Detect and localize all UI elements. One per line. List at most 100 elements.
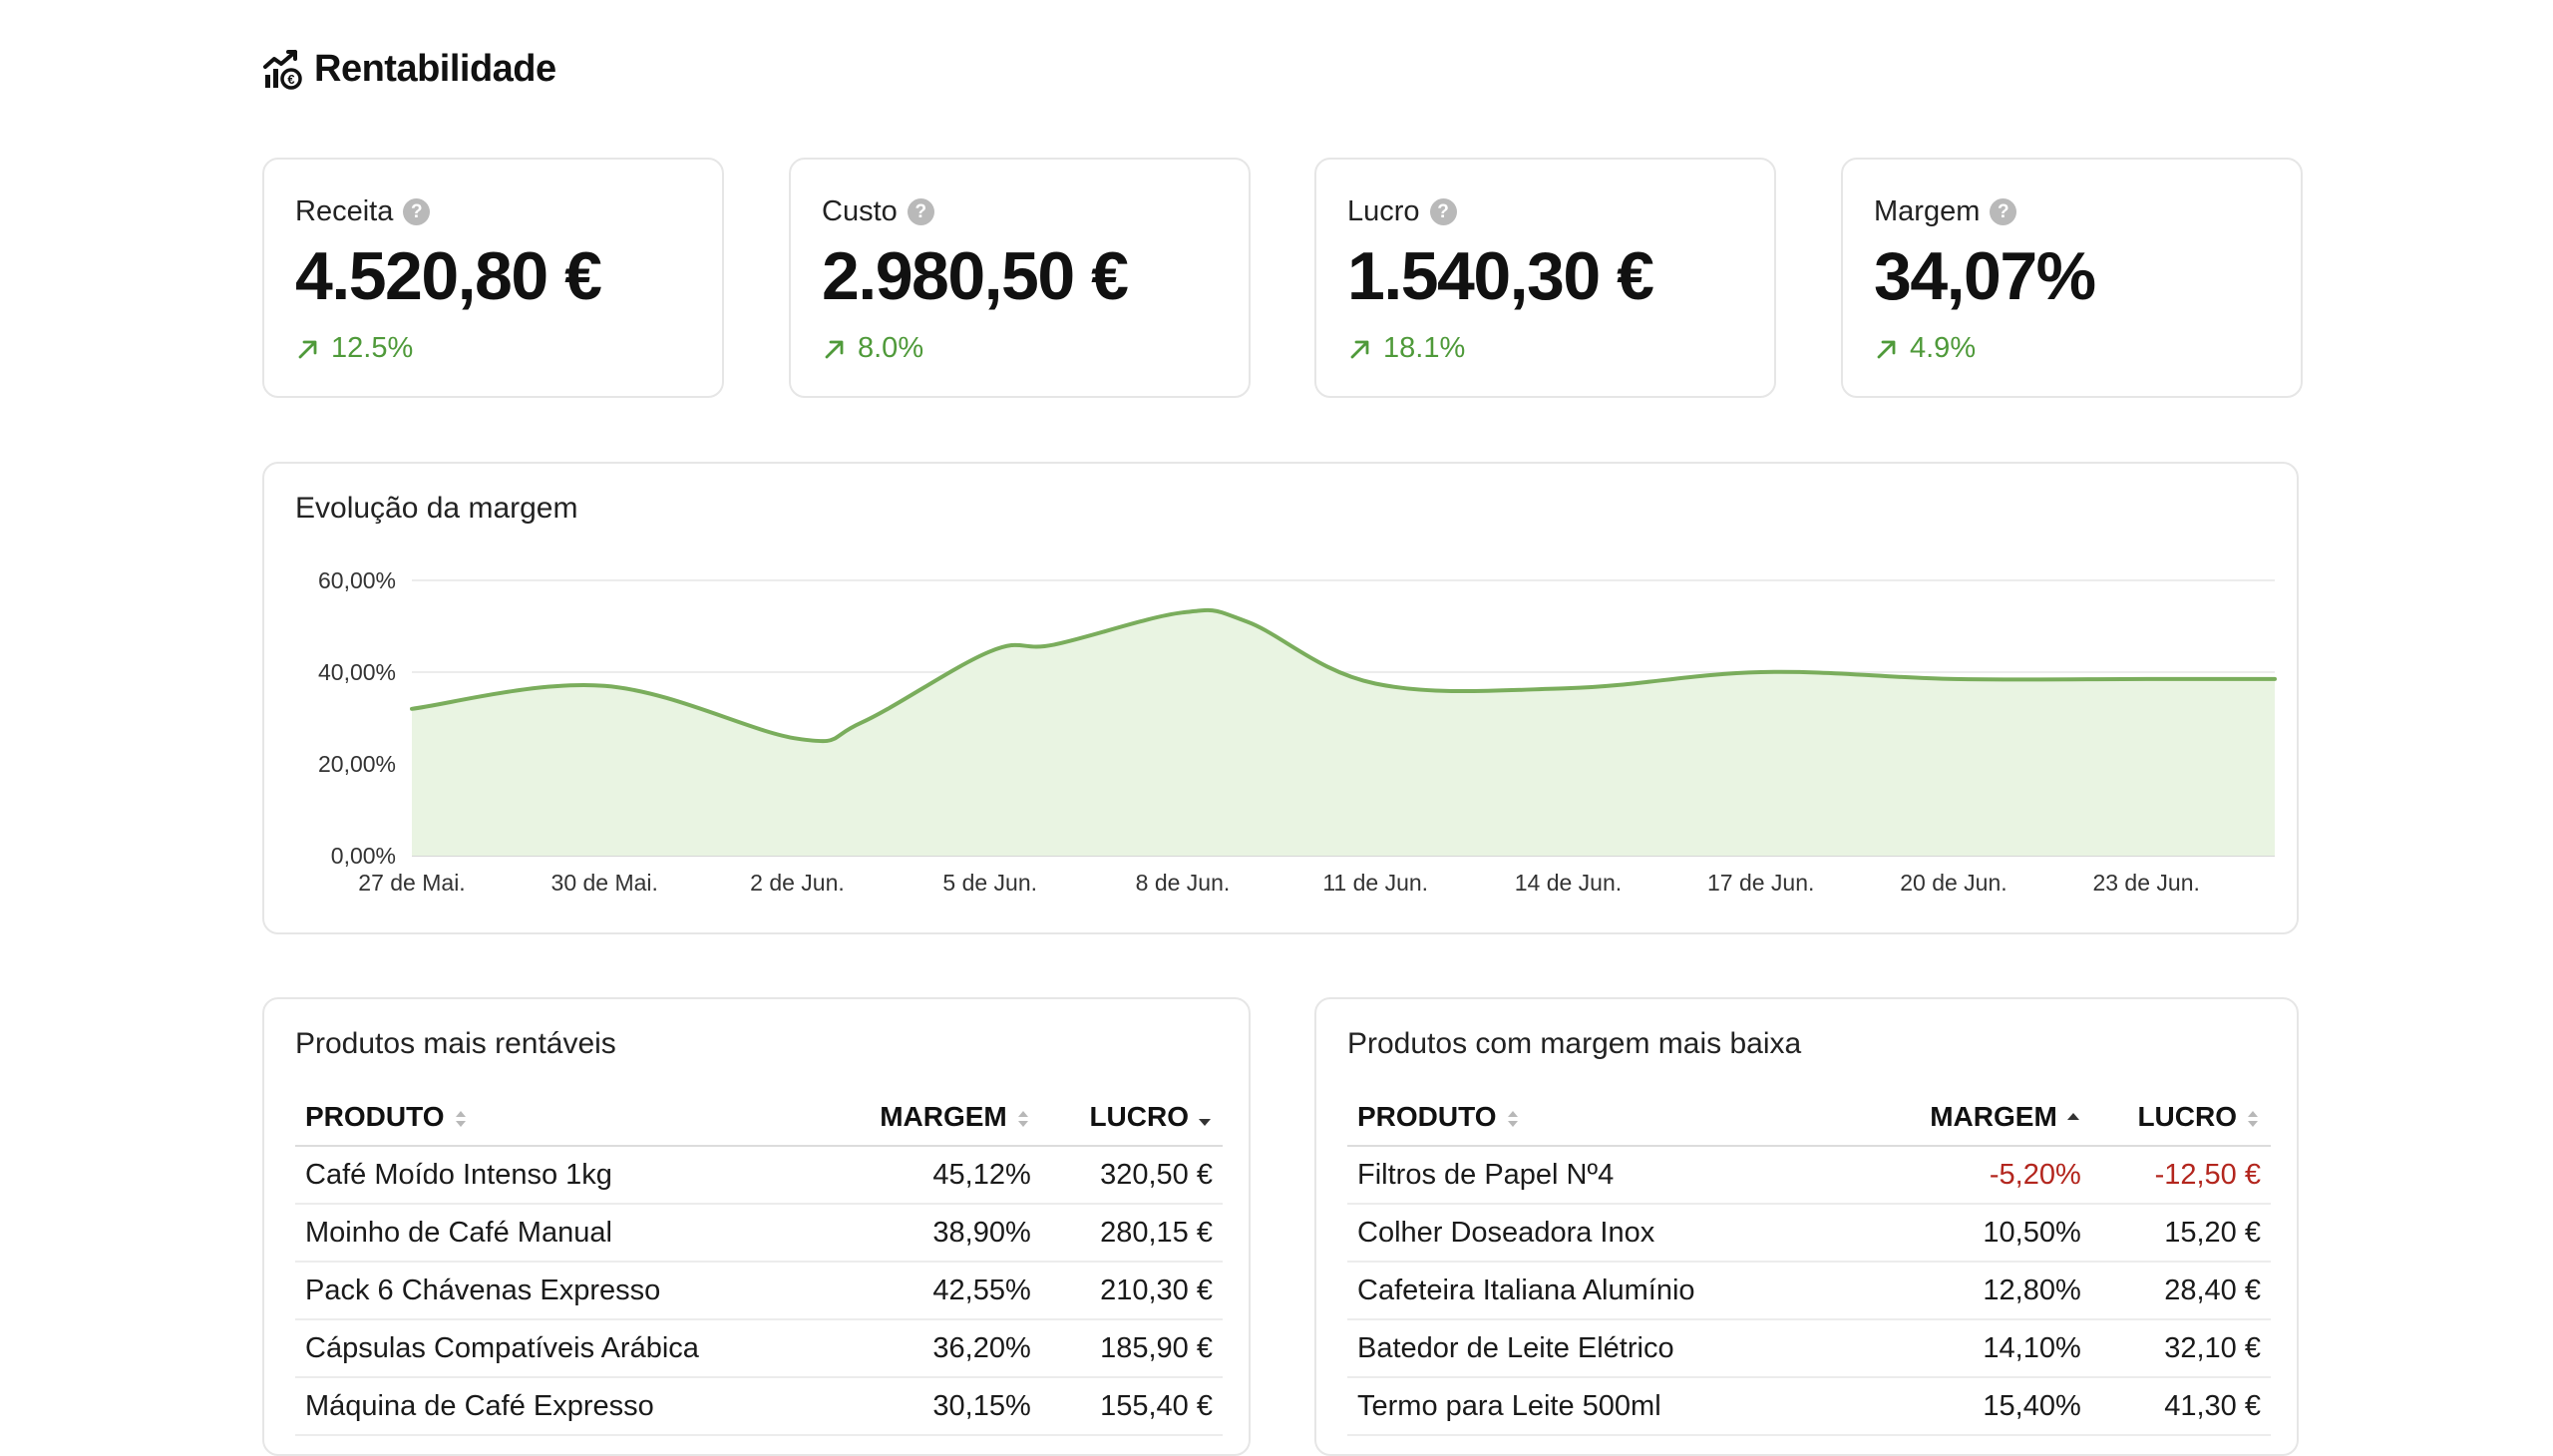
column-header-profit[interactable]: LUCRO — [2091, 1089, 2271, 1146]
cell-product: Pack 6 Chávenas Expresso — [295, 1262, 830, 1319]
kpi-value: 4.520,80 € — [295, 242, 691, 310]
kpi-delta: 8.0% — [822, 332, 1218, 365]
table-header-row: PRODUTO MARGEM LUCRO — [295, 1089, 1223, 1146]
margin-chart-card: Evolução da margem 60,00%40,00%20,00%0,0… — [262, 462, 2299, 934]
cell-margin: 12,80% — [1878, 1262, 2090, 1319]
cell-profit: 41,30 € — [2091, 1377, 2271, 1435]
cell-margin: -5,20% — [1878, 1146, 2090, 1204]
column-header-product[interactable]: PRODUTO — [1347, 1089, 1878, 1146]
column-header-profit[interactable]: LUCRO — [1041, 1089, 1223, 1146]
x-tick-label: 17 de Jun. — [1707, 870, 1814, 896]
chart-growth-icon: € — [262, 49, 304, 91]
cell-profit: 185,90 € — [1041, 1319, 1223, 1377]
column-header-label: LUCRO — [2137, 1101, 2237, 1132]
x-tick-label: 2 de Jun. — [750, 870, 845, 896]
column-header-label: MARGEM — [1930, 1101, 2057, 1132]
kpi-card-cost: Custo ? 2.980,50 € 8.0% — [789, 158, 1251, 398]
y-tick-label: 20,00% — [318, 751, 396, 777]
kpi-label: Custo — [822, 195, 898, 228]
kpi-delta-value: 12.5% — [331, 332, 413, 365]
cell-margin: 38,90% — [830, 1204, 1041, 1262]
low-margin-products-table: PRODUTO MARGEM LUCRO Filtros de Papel Nº… — [1347, 1089, 2271, 1436]
cell-product: Termo para Leite 500ml — [1347, 1377, 1878, 1435]
low-margin-products-card: Produtos com margem mais baixa PRODUTO M… — [1314, 997, 2299, 1456]
kpi-card-margin: Margem ? 34,07% 4.9% — [1841, 158, 2303, 398]
page-title: Rentabilidade — [314, 48, 556, 91]
x-tick-label: 27 de Mai. — [358, 870, 465, 896]
cell-product: Cafeteira Italiana Alumínio — [1347, 1262, 1878, 1319]
sort-neutral-icon — [1015, 1107, 1031, 1131]
margin-area-chart[interactable]: 60,00% 40,00% 20,00% 0,00%27 de Mai. 30 de M… — [264, 464, 2301, 936]
column-header-label: LUCRO — [1089, 1101, 1189, 1132]
cell-product: Colher Doseadora Inox — [1347, 1204, 1878, 1262]
column-header-label: PRODUTO — [305, 1101, 445, 1132]
y-tick-label: 0,00% — [331, 843, 396, 869]
svg-text:€: € — [287, 72, 294, 87]
kpi-value: 1.540,30 € — [1347, 242, 1743, 310]
sort-neutral-icon — [1505, 1107, 1521, 1131]
kpi-delta: 18.1% — [1347, 332, 1743, 365]
column-header-product[interactable]: PRODUTO — [295, 1089, 830, 1146]
y-tick-label: 40,00% — [318, 659, 396, 685]
kpi-value: 2.980,50 € — [822, 242, 1218, 310]
column-header-label: PRODUTO — [1357, 1101, 1497, 1132]
sort-asc-icon — [2065, 1107, 2081, 1131]
x-tick-label: 20 de Jun. — [1900, 870, 2006, 896]
cell-profit: 320,50 € — [1041, 1146, 1223, 1204]
kpi-card-profit: Lucro ? 1.540,30 € 18.1% — [1314, 158, 1776, 398]
kpi-delta: 12.5% — [295, 332, 691, 365]
table-title: Produtos com margem mais baixa — [1347, 1027, 1801, 1061]
column-header-margin[interactable]: MARGEM — [830, 1089, 1041, 1146]
table-row[interactable]: Filtros de Papel Nº4-5,20%-12,50 € — [1347, 1146, 2271, 1204]
help-icon[interactable]: ? — [1430, 198, 1457, 225]
x-tick-label: 8 de Jun. — [1136, 870, 1231, 896]
kpi-value: 34,07% — [1874, 242, 2270, 310]
cell-margin: 45,12% — [830, 1146, 1041, 1204]
y-tick-label: 60,00% — [318, 567, 396, 593]
cell-product: Máquina de Café Expresso — [295, 1377, 830, 1435]
help-icon[interactable]: ? — [403, 198, 430, 225]
kpi-label: Receita — [295, 195, 393, 228]
x-tick-label: 23 de Jun. — [2092, 870, 2199, 896]
kpi-delta-value: 4.9% — [1910, 332, 1976, 365]
cell-product: Café Moído Intenso 1kg — [295, 1146, 830, 1204]
cell-margin: 36,20% — [830, 1319, 1041, 1377]
x-tick-label: 30 de Mai. — [551, 870, 658, 896]
sort-neutral-icon — [453, 1107, 469, 1131]
cell-margin: 30,15% — [830, 1377, 1041, 1435]
kpi-delta-value: 8.0% — [858, 332, 923, 365]
cell-product: Moinho de Café Manual — [295, 1204, 830, 1262]
cell-product: Batedor de Leite Elétrico — [1347, 1319, 1878, 1377]
cell-profit: 15,20 € — [2091, 1204, 2271, 1262]
kpi-delta-value: 18.1% — [1383, 332, 1465, 365]
column-header-margin[interactable]: MARGEM — [1878, 1089, 2090, 1146]
cell-profit: 32,10 € — [2091, 1319, 2271, 1377]
help-icon[interactable]: ? — [1990, 198, 2016, 225]
cell-margin: 10,50% — [1878, 1204, 2090, 1262]
kpi-label: Lucro — [1347, 195, 1420, 228]
table-title: Produtos mais rentáveis — [295, 1027, 616, 1061]
help-icon[interactable]: ? — [908, 198, 934, 225]
x-tick-label: 5 de Jun. — [942, 870, 1037, 896]
dashboard-page: € Rentabilidade Receita ? 4.520,80 € 12.… — [0, 0, 2553, 1425]
cell-margin: 15,40% — [1878, 1377, 2090, 1435]
cell-product: Filtros de Papel Nº4 — [1347, 1146, 1878, 1204]
table-header-row: PRODUTO MARGEM LUCRO — [1347, 1089, 2271, 1146]
kpi-card-revenue: Receita ? 4.520,80 € 12.5% — [262, 158, 724, 398]
margin-area-fill — [412, 610, 2275, 856]
arrow-up-right-icon — [822, 336, 848, 362]
cell-margin: 42,55% — [830, 1262, 1041, 1319]
x-tick-label: 14 de Jun. — [1515, 870, 1622, 896]
kpi-delta: 4.9% — [1874, 332, 2270, 365]
cell-product: Cápsulas Compatíveis Arábica — [295, 1319, 830, 1377]
top-products-card: Produtos mais rentáveis PRODUTO MARGEM L… — [262, 997, 1251, 1456]
